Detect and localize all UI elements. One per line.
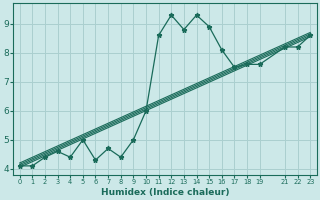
X-axis label: Humidex (Indice chaleur): Humidex (Indice chaleur) <box>101 188 229 197</box>
